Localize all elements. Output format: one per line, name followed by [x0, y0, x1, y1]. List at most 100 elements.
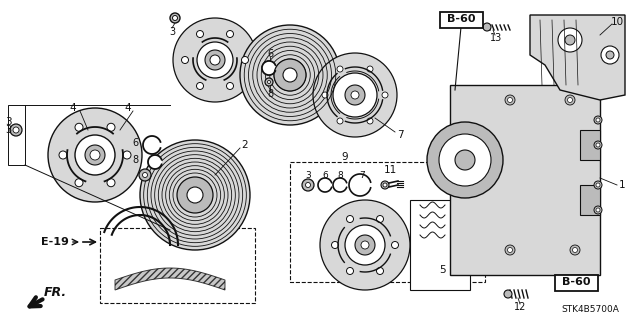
- Bar: [8, 105, 25, 165]
- Circle shape: [508, 248, 513, 253]
- Polygon shape: [115, 268, 225, 290]
- Text: 3: 3: [5, 117, 12, 127]
- Circle shape: [170, 13, 180, 23]
- Circle shape: [382, 92, 388, 98]
- Circle shape: [337, 66, 343, 72]
- Text: B-60: B-60: [562, 277, 590, 287]
- Circle shape: [427, 122, 503, 198]
- Circle shape: [107, 179, 115, 187]
- Polygon shape: [530, 15, 625, 100]
- Text: 6: 6: [267, 49, 273, 59]
- Circle shape: [320, 200, 410, 290]
- Circle shape: [376, 267, 383, 274]
- Circle shape: [143, 173, 147, 177]
- Circle shape: [173, 16, 177, 20]
- Circle shape: [75, 179, 83, 187]
- Circle shape: [274, 59, 306, 91]
- Circle shape: [573, 248, 577, 253]
- Circle shape: [332, 241, 339, 249]
- Text: B-60: B-60: [447, 14, 476, 25]
- Circle shape: [313, 53, 397, 137]
- Text: 11: 11: [383, 165, 397, 175]
- Circle shape: [140, 140, 250, 250]
- Text: 1: 1: [619, 180, 625, 190]
- Circle shape: [606, 51, 614, 59]
- Text: 3: 3: [305, 170, 311, 180]
- Circle shape: [504, 290, 512, 298]
- Bar: [410, 200, 470, 290]
- Circle shape: [367, 66, 373, 72]
- Circle shape: [210, 55, 220, 65]
- Text: 10: 10: [611, 17, 623, 27]
- Circle shape: [322, 92, 328, 98]
- Circle shape: [601, 46, 619, 64]
- Circle shape: [594, 116, 602, 124]
- Text: 7: 7: [397, 130, 403, 140]
- Circle shape: [13, 127, 19, 133]
- Bar: [100, 228, 255, 303]
- Circle shape: [596, 208, 600, 212]
- Circle shape: [392, 241, 399, 249]
- Circle shape: [173, 18, 257, 102]
- Circle shape: [508, 98, 513, 102]
- Circle shape: [262, 61, 276, 75]
- Circle shape: [197, 42, 233, 78]
- Circle shape: [10, 124, 22, 136]
- Text: 5: 5: [440, 265, 446, 275]
- Circle shape: [594, 181, 602, 189]
- Circle shape: [439, 134, 491, 186]
- Circle shape: [268, 80, 271, 84]
- Circle shape: [361, 241, 369, 249]
- Circle shape: [318, 178, 332, 192]
- Circle shape: [333, 73, 377, 117]
- Circle shape: [75, 135, 115, 175]
- Circle shape: [345, 225, 385, 265]
- Circle shape: [85, 145, 105, 165]
- Text: 7: 7: [359, 170, 365, 180]
- Circle shape: [596, 183, 600, 187]
- Circle shape: [177, 177, 213, 213]
- Circle shape: [227, 83, 234, 90]
- Circle shape: [346, 216, 353, 223]
- Text: FR.: FR.: [44, 286, 67, 299]
- Text: E-19: E-19: [41, 237, 69, 247]
- Circle shape: [48, 108, 142, 202]
- Circle shape: [182, 56, 189, 63]
- Circle shape: [333, 178, 347, 192]
- Text: 4: 4: [125, 103, 131, 113]
- Circle shape: [568, 98, 573, 102]
- Circle shape: [227, 31, 234, 38]
- Circle shape: [302, 179, 314, 191]
- Circle shape: [196, 83, 204, 90]
- Circle shape: [565, 35, 575, 45]
- Text: 8: 8: [267, 89, 273, 99]
- Circle shape: [139, 169, 151, 181]
- Text: 4: 4: [70, 103, 76, 113]
- Circle shape: [240, 25, 340, 125]
- Circle shape: [241, 56, 248, 63]
- Circle shape: [565, 95, 575, 105]
- Circle shape: [305, 182, 310, 188]
- Text: 6: 6: [132, 138, 138, 148]
- Text: 9: 9: [342, 152, 348, 162]
- Circle shape: [196, 31, 204, 38]
- Circle shape: [345, 85, 365, 105]
- Circle shape: [455, 150, 475, 170]
- Text: 6: 6: [322, 170, 328, 180]
- Circle shape: [383, 183, 387, 187]
- Circle shape: [349, 174, 371, 196]
- Circle shape: [381, 181, 389, 189]
- Circle shape: [376, 216, 383, 223]
- Text: 3: 3: [169, 27, 175, 37]
- Circle shape: [90, 150, 100, 160]
- Circle shape: [107, 123, 115, 131]
- Text: 12: 12: [514, 302, 526, 312]
- Circle shape: [187, 187, 203, 203]
- Circle shape: [351, 91, 359, 99]
- Circle shape: [283, 68, 297, 82]
- Text: STK4B5700A: STK4B5700A: [561, 306, 619, 315]
- Circle shape: [558, 28, 582, 52]
- Circle shape: [505, 245, 515, 255]
- Circle shape: [594, 206, 602, 214]
- Circle shape: [337, 118, 343, 124]
